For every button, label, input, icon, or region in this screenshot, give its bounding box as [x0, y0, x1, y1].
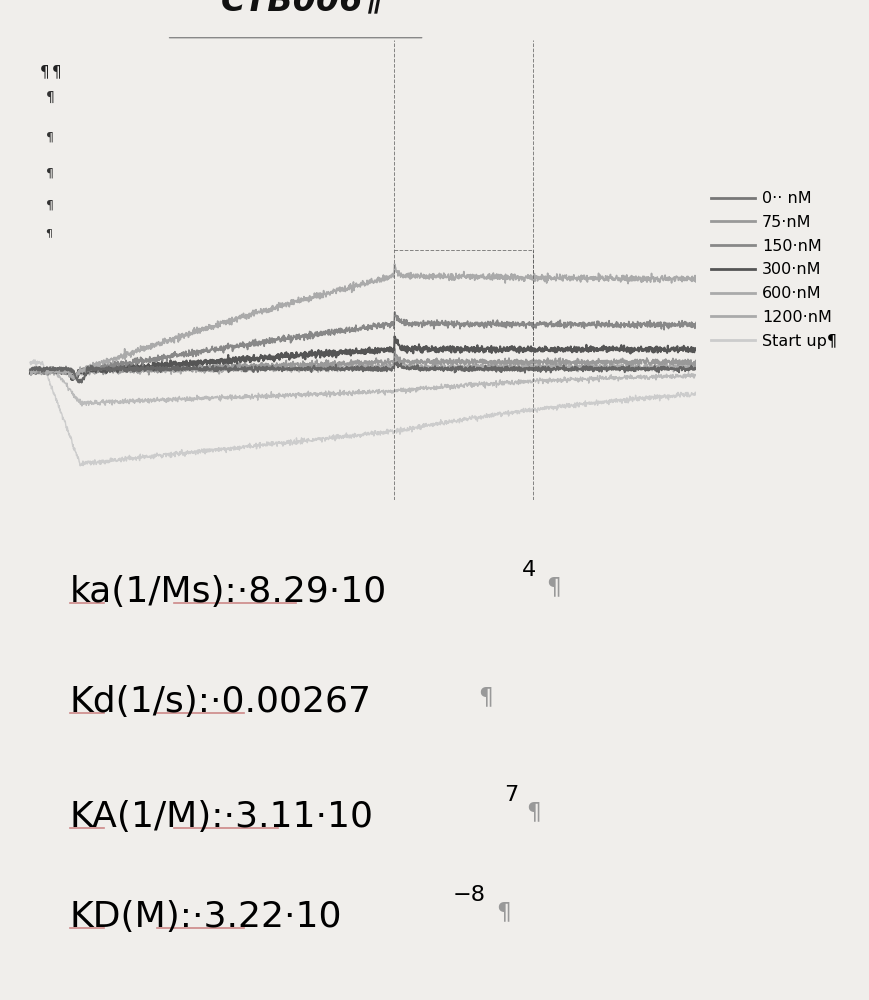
Text: KA(1/M):·3.11·10: KA(1/M):·3.11·10 [70, 800, 373, 834]
Text: ¶: ¶ [45, 130, 54, 143]
Legend: 0·· nM, 75·nM, 150·nM, 300·nM, 600·nM, 1200·nM, Start up¶: 0·· nM, 75·nM, 150·nM, 300·nM, 600·nM, 1… [710, 191, 836, 349]
Text: ¶: ¶ [495, 900, 510, 923]
Text: ¶: ¶ [52, 65, 62, 80]
Text: ¶: ¶ [45, 167, 54, 180]
Text: ¶: ¶ [526, 800, 541, 823]
Text: 4: 4 [521, 560, 535, 580]
Text: Kd(1/s):·0.00267: Kd(1/s):·0.00267 [70, 685, 371, 719]
Text: ¶: ¶ [45, 89, 55, 103]
Text: ¶: ¶ [45, 199, 54, 212]
Text: 7: 7 [504, 785, 518, 805]
Text: CTB006¶: CTB006¶ [220, 0, 384, 17]
Text: ¶: ¶ [39, 65, 49, 80]
Text: −8: −8 [452, 885, 485, 905]
Text: ¶: ¶ [478, 685, 493, 708]
Text: KD(M):·3.22·10: KD(M):·3.22·10 [70, 900, 342, 934]
Text: ¶: ¶ [45, 229, 53, 239]
Text: ¶: ¶ [546, 575, 561, 598]
Text: ka(1/Ms):·8.29·10: ka(1/Ms):·8.29·10 [70, 575, 387, 609]
